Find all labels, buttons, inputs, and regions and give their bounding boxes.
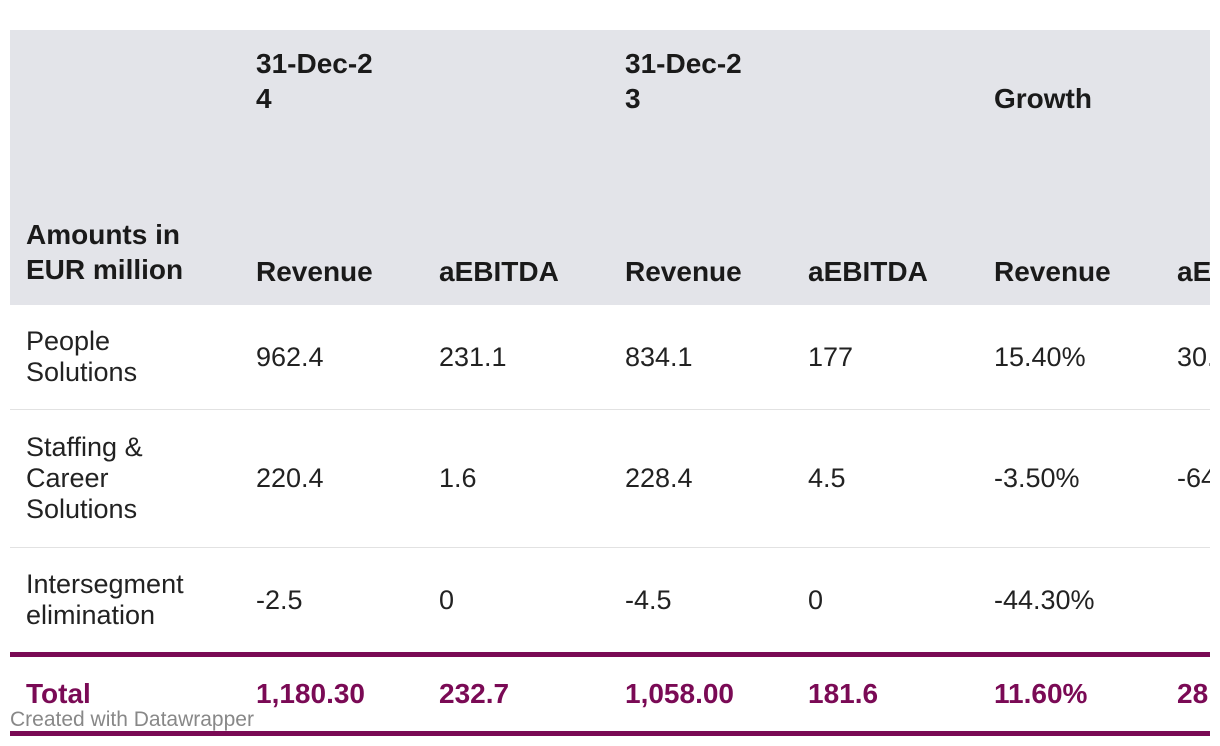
table-cell: 228.4 (609, 409, 792, 548)
table-cell: 0 (808, 584, 824, 615)
group-header-2023-label: 31-Dec-23 (625, 48, 742, 114)
data-table: Amounts in EUR million 31-Dec-24 31-Dec-… (10, 30, 1210, 736)
total-label: Total (10, 652, 240, 736)
table-cell (1161, 548, 1210, 655)
column-header: aEBITDA (808, 256, 928, 287)
group-header-growth: Growth (994, 83, 1092, 114)
column-header: aE (1177, 256, 1210, 287)
column-header: aEBITDA (439, 256, 559, 287)
table-total: Total 1,180.30 232.7 1,058.00 181.6 11.6… (10, 652, 1210, 736)
table-row: Staffing & Career Solutions 220.4 1.6 22… (10, 409, 1210, 548)
table-cell: -3.50% (978, 409, 1161, 548)
table-cell: -64 (1161, 409, 1210, 548)
table-header: Amounts in EUR million 31-Dec-24 31-Dec-… (10, 30, 1210, 305)
table-row: People Solutions 962.4 231.1 834.1 177 1… (10, 305, 1210, 410)
table-cell: 30. (1161, 305, 1210, 410)
row-label: People Solutions (10, 305, 240, 410)
table-cell: 1.6 (423, 409, 609, 548)
data-table-container: Amounts in EUR million 31-Dec-24 31-Dec-… (10, 30, 1210, 736)
group-header-2023: 31-Dec-23 (609, 30, 978, 185)
group-header-2024-label: 31-Dec-24 (256, 48, 373, 114)
total-cell: 181.6 (792, 652, 978, 736)
corner-label: Amounts in EUR million (26, 219, 184, 285)
total-cell: 28 (1161, 652, 1210, 736)
datawrapper-credit: Created with Datawrapper (10, 708, 254, 731)
table-cell: 15.40% (978, 305, 1161, 410)
table-cell: 220.4 (240, 409, 423, 548)
table-cell: 177 (792, 305, 978, 410)
column-header: Revenue (994, 256, 1111, 287)
total-cell: 1,180.30 (240, 652, 423, 736)
column-header: Revenue (625, 256, 742, 287)
table-row: Intersegment elimination -2.5 0 -4.5 0 -… (10, 548, 1210, 655)
total-row: Total 1,180.30 232.7 1,058.00 181.6 11.6… (10, 652, 1210, 736)
table-cell: -2.5 (256, 584, 303, 615)
total-cell: 11.60% (978, 652, 1161, 736)
table-cell: -44.30% (994, 584, 1095, 615)
row-label: Staffing & Career Solutions (10, 409, 240, 548)
header-group-row: Amounts in EUR million 31-Dec-24 31-Dec-… (10, 30, 1210, 285)
total-cell: 1,058.00 (609, 652, 792, 736)
row-label: Intersegment elimination (26, 569, 184, 630)
table-cell: 962.4 (240, 305, 423, 410)
table-cell: 834.1 (609, 305, 792, 410)
table-cell: 231.1 (423, 305, 609, 410)
table-cell: 4.5 (792, 409, 978, 548)
total-cell: 232.7 (423, 652, 609, 736)
table-body: People Solutions 962.4 231.1 834.1 177 1… (10, 305, 1210, 655)
column-header: Revenue (256, 256, 373, 287)
table-cell: 0 (439, 584, 455, 615)
group-header-2024: 31-Dec-24 (240, 30, 609, 185)
table-cell: -4.5 (625, 584, 672, 615)
